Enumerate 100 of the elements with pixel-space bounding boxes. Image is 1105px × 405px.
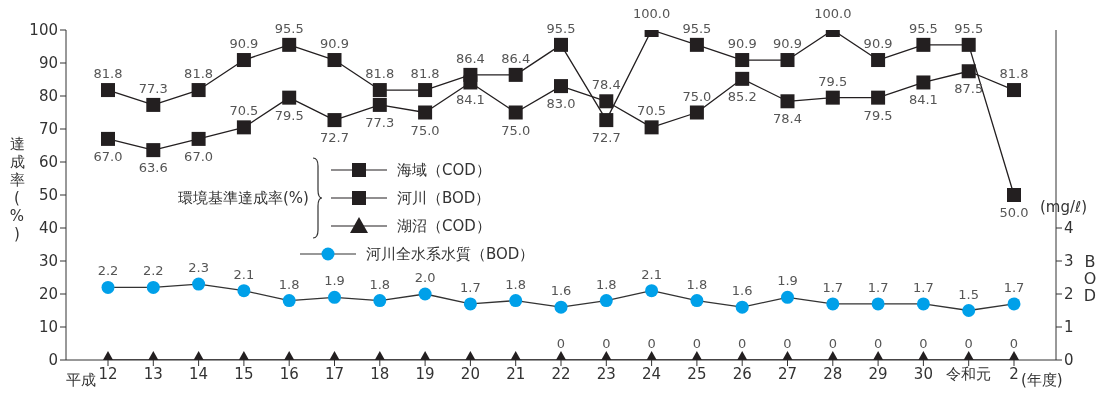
data-label: 95.5 — [954, 20, 984, 36]
x-tick-label: 2 — [1009, 364, 1019, 383]
data-label: 81.8 — [365, 66, 395, 82]
data-label: 50.0 — [999, 205, 1029, 220]
x-tick-label: 18 — [370, 364, 390, 383]
data-label: 95.5 — [546, 20, 576, 36]
data-label: 83.0 — [546, 96, 576, 112]
point — [871, 90, 886, 105]
data-label: 1.7 — [460, 279, 481, 295]
data-label: 1.8 — [505, 276, 527, 292]
x-tick-label: 16 — [279, 364, 299, 383]
x-tick-label: 30 — [913, 364, 933, 383]
point — [146, 280, 160, 294]
data-label: 81.8 — [410, 66, 440, 82]
x-tick-label: 13 — [143, 364, 163, 383]
point — [508, 105, 523, 120]
data-label: 0 — [873, 336, 883, 351]
data-label: 2.2 — [97, 263, 119, 279]
y-tick-label: 20 — [38, 285, 58, 304]
point — [961, 64, 976, 79]
data-label: 0 — [1009, 336, 1019, 351]
point — [327, 53, 342, 68]
x-tick-label: 14 — [189, 364, 209, 383]
point — [237, 284, 251, 298]
point — [282, 90, 297, 105]
data-label: 0 — [738, 336, 747, 351]
text: 平成 — [66, 371, 96, 390]
legend-label: 海域（COD） — [396, 160, 491, 180]
y-axis-title: 達成率(%) — [9, 135, 25, 243]
data-label: 2.3 — [188, 260, 209, 276]
y2-tick-label: 3 — [1064, 252, 1074, 271]
data-label: 0 — [647, 336, 656, 351]
point — [554, 300, 568, 314]
data-label: 87.5 — [954, 81, 984, 97]
data-label: 77.3 — [138, 80, 168, 96]
x-tick-label: 23 — [596, 364, 616, 383]
data-label: 75.0 — [501, 122, 531, 138]
data-label: 67.0 — [184, 148, 214, 164]
y2-tick-label: 2 — [1064, 285, 1074, 304]
data-label: 72.7 — [320, 130, 349, 146]
data-label: 95.5 — [274, 20, 304, 36]
data-label: 86.4 — [501, 50, 531, 66]
point — [373, 294, 387, 308]
data-label: 2.1 — [641, 266, 662, 282]
point — [192, 277, 206, 291]
data-label: 84.1 — [455, 92, 485, 108]
point — [554, 37, 568, 52]
data-label: 85.2 — [727, 88, 757, 104]
point — [599, 294, 613, 308]
point — [508, 67, 523, 82]
point — [191, 131, 206, 146]
point — [146, 143, 161, 158]
y2-tick-label: 4 — [1064, 219, 1074, 238]
point — [418, 83, 433, 98]
data-label: 75.0 — [682, 88, 712, 104]
x-tick-label: 27 — [777, 364, 798, 383]
y2-tick-label: 1 — [1064, 318, 1074, 337]
data-label: 1.9 — [777, 273, 798, 289]
data-label: 0 — [783, 336, 792, 351]
data-label: 79.5 — [818, 73, 848, 89]
point — [372, 83, 387, 98]
point — [101, 131, 115, 146]
data-label: 1.8 — [595, 276, 617, 292]
point — [735, 300, 749, 314]
point — [191, 83, 206, 98]
y-tick-label: 10 — [38, 318, 58, 337]
data-label: 95.5 — [908, 20, 938, 36]
data-label: 2.0 — [414, 270, 436, 285]
x-tick-label: 17 — [324, 364, 345, 383]
annotation: (mg/ℓ) — [1040, 198, 1088, 216]
point — [372, 97, 387, 112]
point — [645, 284, 659, 298]
point — [825, 90, 840, 105]
data-label: 100.0 — [632, 6, 671, 21]
point — [146, 97, 161, 112]
data-label: 0 — [964, 336, 973, 351]
point — [599, 113, 614, 128]
data-label: 70.5 — [637, 103, 667, 119]
data-label: 81.8 — [999, 66, 1029, 82]
point — [962, 304, 976, 317]
point — [916, 75, 931, 90]
point — [781, 290, 794, 304]
point — [690, 294, 704, 308]
point — [916, 37, 931, 52]
data-label: 1.7 — [822, 279, 844, 295]
data-label: 72.7 — [591, 130, 621, 146]
data-label: 1.7 — [1003, 279, 1025, 295]
point — [780, 94, 795, 109]
point — [735, 71, 750, 86]
data-label: 79.5 — [863, 107, 893, 123]
data-label: 1.5 — [958, 286, 980, 302]
y-tick-label: 60 — [38, 153, 58, 172]
x-tick-label: 26 — [732, 364, 752, 383]
point — [554, 79, 568, 94]
data-label: 0 — [556, 336, 566, 351]
point — [282, 294, 296, 308]
point — [644, 120, 659, 135]
y2-axis-title: BOD — [1083, 252, 1097, 305]
point — [418, 105, 433, 120]
point — [328, 290, 341, 304]
